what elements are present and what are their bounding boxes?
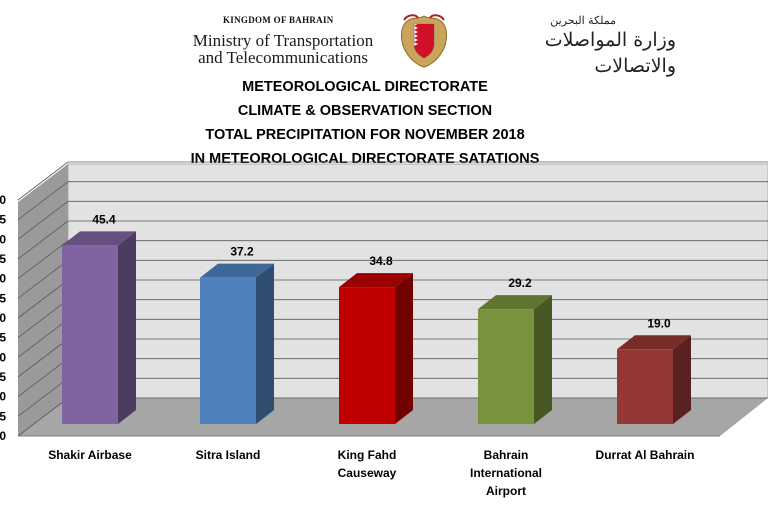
bar-side-2	[395, 273, 413, 424]
kingdom-label: KINGDOM OF BAHRAIN	[223, 15, 334, 25]
data-label-1: 37.2	[230, 245, 254, 259]
x-tick-label-2: Causeway	[338, 466, 397, 480]
x-tick-label-3: Airport	[486, 484, 526, 498]
bar-3	[478, 309, 534, 424]
chart-side-wall	[18, 164, 68, 436]
y-tick-label: 20	[0, 350, 6, 364]
bar-top-0	[62, 231, 136, 246]
x-tick-label-0: Shakir Airbase	[48, 448, 132, 462]
y-tick-label: 25	[0, 331, 6, 345]
arabic-ministry-label: وزارة المواصلات والاتصالات	[544, 29, 676, 77]
x-tick-label-2: King Fahd	[338, 448, 397, 462]
bar-2	[339, 287, 395, 424]
y-tick-label: 35	[0, 291, 6, 305]
gridline-side	[17, 319, 69, 358]
header: KINGDOM OF BAHRAIN Ministry of Transport…	[0, 0, 768, 77]
gridline-side	[17, 240, 69, 279]
y-tick-label: 50	[0, 232, 6, 246]
data-label-4: 19.0	[647, 316, 671, 330]
bar-top-3	[478, 295, 552, 310]
gridline-side	[17, 299, 69, 338]
bar-side-3	[534, 295, 552, 424]
bar-1	[200, 277, 256, 424]
data-label-2: 34.8	[369, 254, 393, 268]
y-tick-label: 40	[0, 272, 6, 286]
gridline-side	[17, 201, 69, 240]
y-tick-label: 5	[0, 409, 6, 423]
y-tick-label: 15	[0, 370, 6, 384]
y-tick-label: 55	[0, 213, 6, 227]
data-label-3: 29.2	[508, 276, 532, 290]
bahrain-emblem-icon	[401, 14, 447, 68]
title-line-4: IN METEOROLOGICAL DIRECTORATE SATATIONS	[190, 151, 540, 167]
bar-top-2	[339, 273, 413, 288]
arabic-ministry-name: مملكة البحرين وزارة المواصلات والاتصالات	[462, 14, 676, 79]
precipitation-bar-chart: 0 5 10 15 20 25 30 35 40 45 50 55 60 45.4 Shakir Airba…	[0, 161, 768, 498]
gridline-side	[17, 260, 69, 299]
gridline-side	[17, 161, 69, 201]
gridline-side	[17, 181, 69, 220]
gridline-side	[17, 279, 69, 319]
ministry-name: Ministry of Transportation and Telecommu…	[178, 32, 388, 66]
data-label-0: 45.4	[92, 212, 116, 226]
title-line-2: CLIMATE & OBSERVATION SECTION	[237, 103, 493, 119]
gridline-side	[17, 397, 69, 437]
ministry-line-2: and Telecommunications	[198, 48, 368, 67]
bar-side-1	[256, 263, 274, 424]
bar-top-1	[200, 263, 274, 278]
x-tick-label-4: Durrat Al Bahrain	[596, 448, 695, 462]
bar-top-4	[617, 335, 691, 350]
chart-title: METEOROLOGICAL DIRECTORATE CLIMATE & OBS…	[150, 75, 580, 171]
bar-side-0	[118, 231, 136, 424]
gridline-side	[17, 220, 69, 260]
bar-side-4	[673, 335, 691, 424]
x-tick-label-3: International	[470, 466, 542, 480]
y-tick-label: 30	[0, 311, 6, 325]
ministry-line-1: Ministry of Transportation	[192, 31, 374, 50]
gridline-side	[17, 338, 69, 378]
gridline-side	[17, 358, 69, 397]
x-tick-label-3: Bahrain	[484, 448, 529, 462]
arabic-kingdom-label: مملكة البحرين	[550, 14, 616, 27]
gridline-side	[17, 378, 69, 417]
y-tick-label: 10	[0, 390, 6, 404]
bar-4	[617, 349, 673, 424]
y-tick-label: 0	[0, 429, 6, 443]
x-tick-label-1: Sitra Island	[196, 448, 261, 462]
bar-0	[62, 245, 118, 424]
y-tick-label: 45	[0, 252, 6, 266]
title-line-1: METEOROLOGICAL DIRECTORATE	[242, 79, 488, 95]
y-tick-label: 60	[0, 193, 6, 207]
title-line-3: TOTAL PRECIPITATION FOR NOVEMBER 2018	[205, 127, 525, 143]
